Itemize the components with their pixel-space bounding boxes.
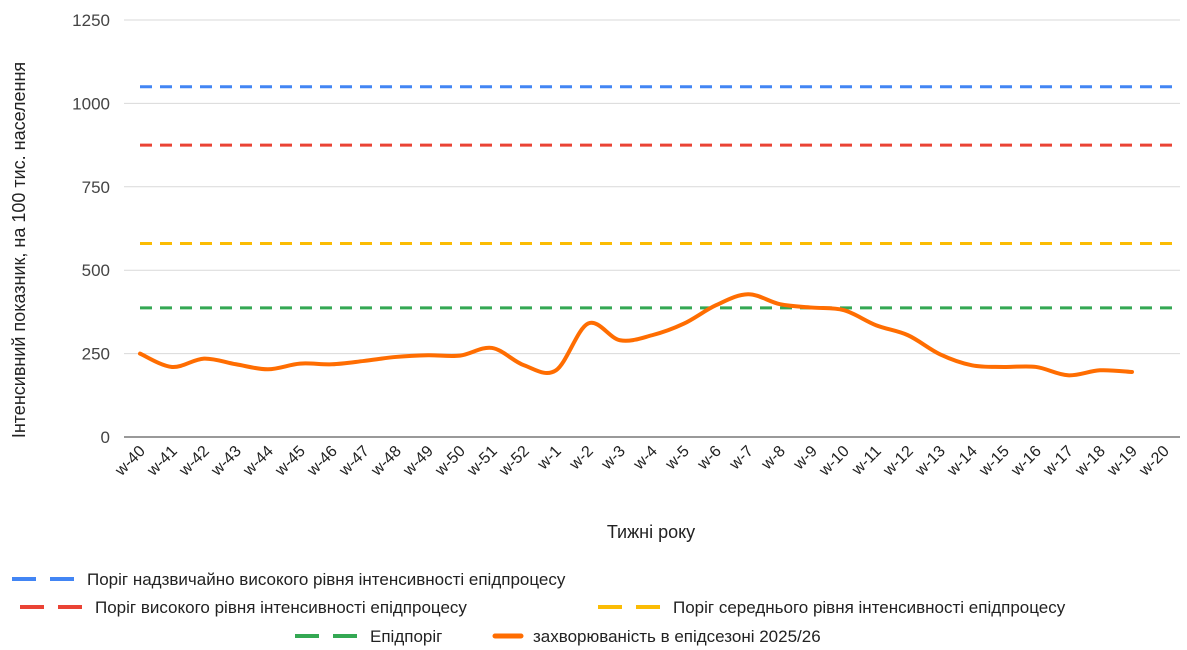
legend-label: Поріг середнього рівня інтенсивності епі… (673, 598, 1066, 617)
x-tick-label: w-40 (112, 443, 149, 480)
x-tick-label: w-52 (496, 443, 533, 480)
series-lines (138, 292, 1134, 378)
legend-label: Поріг високого рівня інтенсивності епідп… (95, 598, 467, 617)
x-tick-label: w-49 (400, 443, 437, 480)
x-tick-label: w-43 (208, 443, 245, 480)
x-tick-label: w-51 (464, 443, 501, 480)
y-tick-label: 1250 (72, 11, 110, 30)
legend-label: Поріг надзвичайно високого рівня інтенси… (87, 570, 566, 589)
y-tick-label: 750 (82, 178, 110, 197)
x-tick-label: w-4 (630, 443, 661, 474)
x-tick-label: w-15 (976, 443, 1013, 480)
x-tick-labels: w-40w-41w-42w-43w-44w-45w-46w-47w-48w-49… (112, 443, 1173, 480)
legend-label: Епідпоріг (370, 627, 442, 646)
x-tick-label: w-12 (880, 443, 917, 480)
x-tick-label: w-17 (1040, 443, 1077, 480)
series-line (138, 292, 1134, 378)
legend-item: Поріг середнього рівня інтенсивності епі… (598, 598, 1066, 617)
x-tick-label: w-42 (176, 443, 213, 480)
x-tick-label: w-13 (912, 443, 949, 480)
x-tick-label: w-19 (1104, 443, 1141, 480)
legend-item: захворюваність в епідсезоні 2025/26 (492, 627, 821, 646)
y-tick-labels: 0 250 500 750 1000 1250 (72, 11, 110, 447)
x-tick-label: w-20 (1136, 443, 1173, 480)
legend-item: Епідпоріг (295, 627, 442, 646)
legend-item: Поріг високого рівня інтенсивності епідп… (20, 598, 467, 617)
x-tick-label: w-6 (694, 443, 725, 474)
x-tick-label: w-9 (790, 443, 821, 474)
x-tick-label: w-50 (432, 443, 469, 480)
threshold-lines (140, 85, 1180, 310)
x-tick-label: w-41 (144, 443, 181, 480)
x-tick-label: w-5 (662, 443, 693, 474)
legend: Поріг надзвичайно високого рівня інтенси… (12, 570, 1066, 646)
x-tick-label: w-14 (944, 443, 981, 480)
x-tick-label: w-8 (758, 443, 789, 474)
x-tick-label: w-44 (240, 443, 277, 480)
x-tick-label: w-1 (534, 443, 565, 474)
y-tick-label: 0 (101, 428, 110, 447)
x-tick-label: w-47 (336, 443, 373, 480)
x-tick-label: w-3 (598, 443, 629, 474)
y-axis-title: Інтенсивний показник, на 100 тис. населе… (9, 62, 29, 438)
y-tick-label: 250 (82, 345, 110, 364)
x-tick-label: w-11 (848, 443, 884, 479)
x-tick-label: w-16 (1008, 443, 1045, 480)
x-tick-label: w-46 (304, 443, 341, 480)
x-tick-label: w-45 (272, 443, 309, 480)
legend-item: Поріг надзвичайно високого рівня інтенси… (12, 570, 566, 589)
x-tick-label: w-7 (726, 443, 757, 474)
y-tick-label: 1000 (72, 94, 110, 113)
x-axis-title: Тижні року (607, 522, 695, 542)
x-tick-label: w-18 (1072, 443, 1109, 480)
y-tick-label: 500 (82, 261, 110, 280)
gridlines (124, 19, 1180, 438)
x-tick-label: w-10 (816, 443, 853, 480)
legend-label: захворюваність в епідсезоні 2025/26 (533, 627, 821, 646)
x-tick-label: w-2 (566, 443, 597, 474)
x-tick-label: w-48 (368, 443, 405, 480)
